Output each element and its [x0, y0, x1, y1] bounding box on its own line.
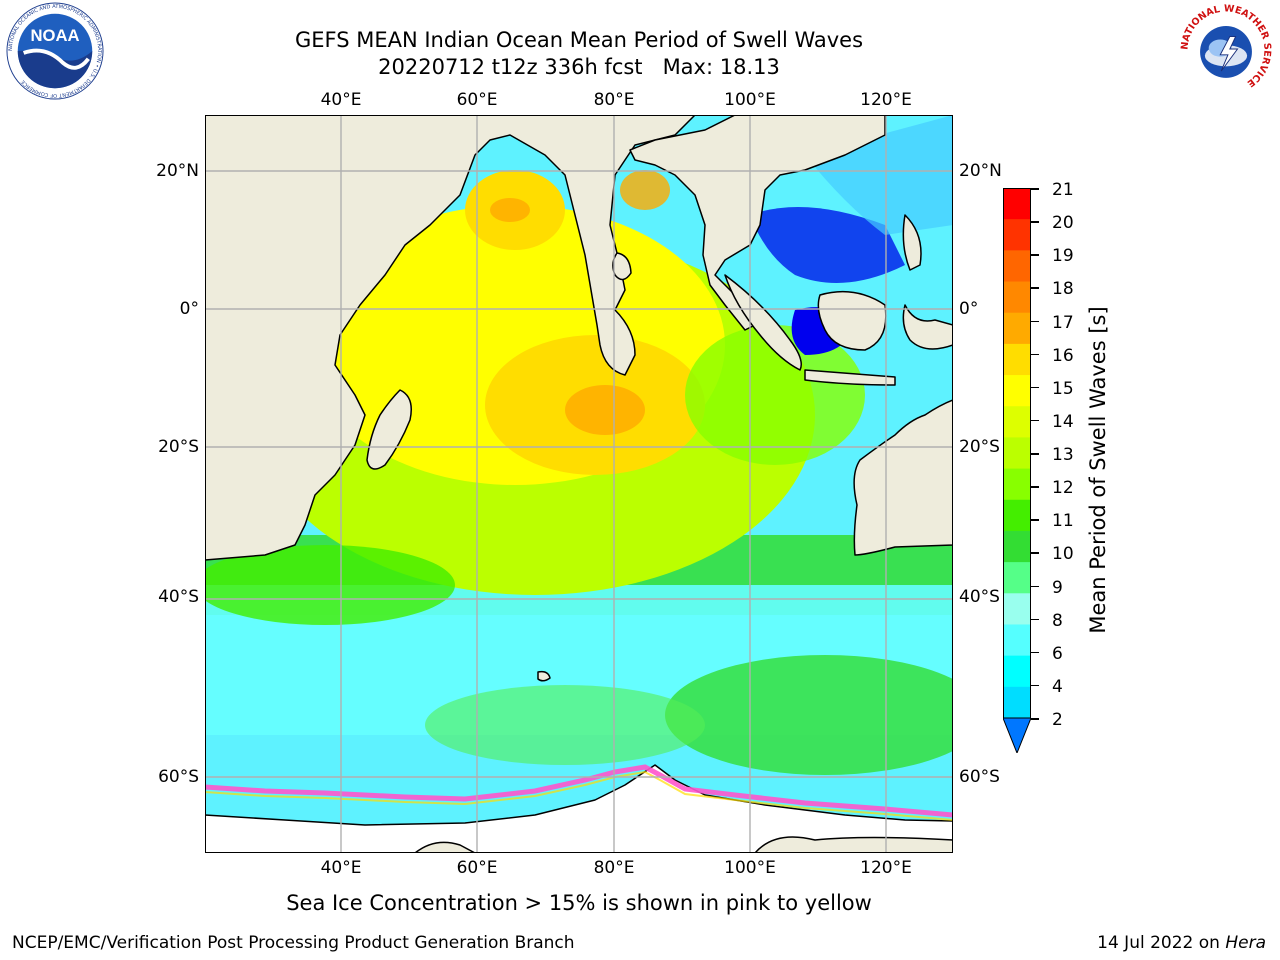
indian-ocean-swell-period-map [205, 115, 953, 853]
colorbar-label: 17 [1052, 312, 1074, 333]
sea-ice-edge [205, 764, 953, 818]
footer-machine: Hera [1225, 933, 1266, 953]
colorbar-swatch [1003, 562, 1031, 594]
colorbar-tick [1031, 188, 1039, 190]
colorbar-swatch [1003, 593, 1031, 625]
colorbar-tick [1031, 254, 1039, 256]
colorbar-tick [1031, 386, 1039, 389]
lon-tick-top-120e: 120°E [860, 90, 912, 110]
colorbar-tick [1031, 419, 1039, 422]
colorbar-label: 21 [1052, 180, 1074, 200]
footer-date: 14 Jul 2022 on Hera [1097, 932, 1266, 954]
footer-date-text: 14 Jul 2022 on [1097, 933, 1226, 953]
colorbar-tick [1031, 651, 1039, 654]
colorbar-tick [1031, 552, 1039, 554]
colorbar-label: 18 [1052, 279, 1074, 300]
colorbar-label: 9 [1052, 577, 1063, 598]
lon-tick-bottom-80e: 80°E [593, 858, 635, 878]
colorbar-swatch [1003, 406, 1031, 438]
colorbar-label: 19 [1052, 246, 1074, 267]
footer-credit: NCEP/EMC/Verification Post Processing Pr… [12, 933, 575, 953]
sea-ice-note: Sea Ice Concentration > 15% is shown in … [286, 891, 872, 915]
chart-title: GEFS MEAN Indian Ocean Mean Period of Sw… [294, 28, 864, 52]
colorbar-extend-triangle [1003, 717, 1031, 753]
lat-tick-left-60s: 60°S [158, 767, 199, 787]
colorbar-swatch [1003, 219, 1031, 251]
colorbar-label: 15 [1052, 378, 1074, 399]
colorbar-tick [1031, 221, 1039, 223]
colorbar-tick [1031, 353, 1039, 356]
colorbar-tick [1031, 287, 1039, 289]
lat-tick-right-40s: 40°S [959, 587, 1000, 607]
lat-tick-left-0: 0° [179, 299, 199, 319]
lon-tick-bottom-60e: 60°E [456, 858, 498, 878]
lon-tick-top-100e: 100°E [724, 90, 776, 110]
lat-tick-right-20s: 20°S [959, 437, 1000, 457]
colorbar-swatch [1003, 530, 1031, 563]
colorbar-swatch [1003, 686, 1031, 719]
colorbar-tick [1031, 585, 1039, 587]
colorbar-tick [1031, 618, 1039, 621]
colorbar-swatch [1003, 437, 1031, 470]
colorbar-swatch [1003, 281, 1031, 314]
lat-tick-right-0: 0° [959, 299, 979, 319]
colorbar-label: 4 [1052, 676, 1063, 697]
lat-tick-left-20s: 20°S [158, 437, 199, 457]
colorbar [1003, 188, 1031, 753]
colorbar-label: 8 [1052, 610, 1063, 631]
colorbar-label: 11 [1052, 511, 1074, 532]
colorbar-tick [1031, 684, 1039, 687]
colorbar-label: 2 [1052, 710, 1063, 730]
colorbar-swatch [1003, 468, 1031, 501]
colorbar-label: 16 [1052, 345, 1074, 366]
colorbar-swatch [1003, 624, 1031, 657]
lat-tick-right-20n: 20°N [959, 161, 1002, 181]
colorbar-label: 10 [1052, 544, 1074, 565]
lon-tick-bottom-100e: 100°E [724, 858, 776, 878]
colorbar-swatch [1003, 343, 1031, 376]
colorbar-tick [1031, 320, 1039, 322]
colorbar-label: 6 [1052, 643, 1063, 664]
lat-tick-right-60s: 60°S [959, 767, 1000, 787]
colorbar-tick [1031, 519, 1039, 521]
colorbar-tick [1031, 718, 1039, 720]
chart-subtitle: 20220712 t12z 336h fcst Max: 18.13 [378, 55, 780, 79]
colorbar-tick [1031, 453, 1039, 455]
colorbar-label: 20 [1052, 213, 1074, 234]
lat-tick-left-20n: 20°N [156, 161, 199, 181]
lat-tick-left-40s: 40°S [158, 587, 199, 607]
lon-tick-top-80e: 80°E [593, 90, 635, 110]
lon-tick-top-40e: 40°E [320, 90, 362, 110]
noaa-logo: NOAA NATIONAL OCEANIC AND ATMOSPHERIC AD… [6, 2, 104, 100]
colorbar-swatch [1003, 312, 1031, 345]
colorbar-swatch [1003, 499, 1031, 532]
colorbar-swatch [1003, 250, 1031, 283]
svg-text:NOAA: NOAA [30, 26, 79, 45]
nws-logo: NATIONAL WEATHER SERVICE [1179, 3, 1273, 97]
lon-tick-bottom-40e: 40°E [320, 858, 362, 878]
colorbar-tick [1031, 486, 1039, 488]
colorbar-swatch [1003, 375, 1031, 407]
land [205, 115, 953, 853]
colorbar-swatch [1003, 655, 1031, 688]
gridlines [205, 115, 953, 853]
colorbar-label: 13 [1052, 445, 1074, 465]
colorbar-label: 14 [1052, 411, 1074, 432]
colorbar-label: 12 [1052, 478, 1074, 499]
lon-tick-bottom-120e: 120°E [860, 858, 912, 878]
colorbar-outline [1003, 188, 1031, 719]
colorbar-title: Mean Period of Swell Waves [s] [1086, 306, 1110, 634]
colorbar-swatch [1003, 188, 1031, 220]
lon-tick-top-60e: 60°E [456, 90, 498, 110]
